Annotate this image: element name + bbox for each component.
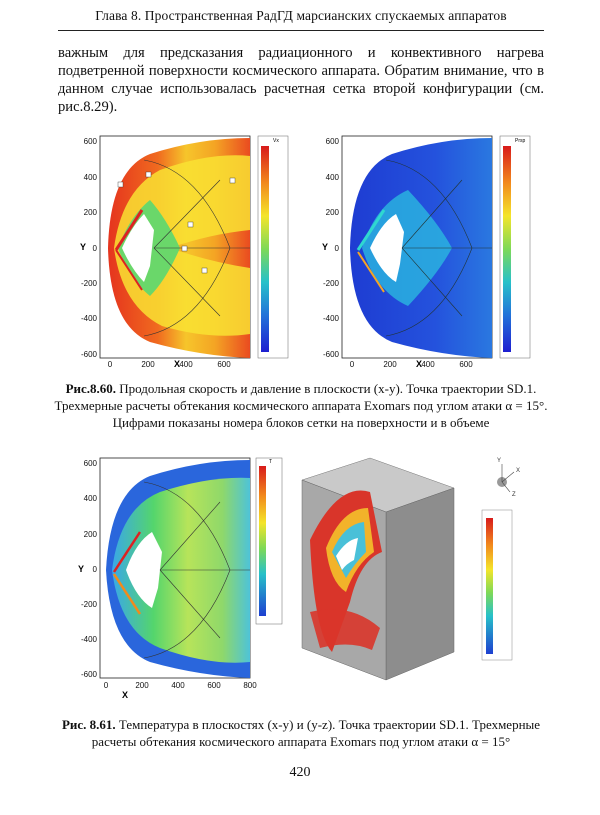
- x-tick: 400: [171, 681, 185, 690]
- vx-legend: Vx: [257, 135, 289, 359]
- y-tick: 600: [326, 137, 340, 146]
- temperature-plot: [99, 457, 251, 679]
- temperature-x-axis-label: X: [122, 690, 128, 700]
- y-tick: -400: [81, 314, 98, 323]
- y-tick: -200: [81, 279, 98, 288]
- pressure-x-axis-label: X: [416, 359, 422, 369]
- legend-title: T: [269, 459, 272, 465]
- legend-title: Vx: [273, 138, 279, 144]
- x-tick: 400: [179, 360, 193, 369]
- isometric-3d-view: Y X Z: [301, 457, 520, 681]
- caption-8-61: Рис. 8.61. Температура в плоскостях (x-y…: [50, 716, 552, 750]
- caption-alpha: α = 15°: [471, 734, 511, 749]
- header-rule: [58, 30, 544, 31]
- x-tick: 0: [104, 681, 109, 690]
- pressure-plot: [341, 135, 493, 359]
- vx-x-axis-label: X: [174, 359, 180, 369]
- x-tick: 800: [243, 681, 257, 690]
- x-tick: 0: [350, 360, 355, 369]
- y-tick: 400: [326, 173, 340, 182]
- y-tick: -200: [81, 600, 98, 609]
- y-tick: 0: [93, 565, 98, 574]
- x-tick: 200: [135, 681, 149, 690]
- caption-text: Продольная скорость и давление в плоскос…: [54, 381, 537, 413]
- vx-x-ticks: 0 200 400 600: [108, 360, 231, 369]
- temperature-y-ticks: 600 400 200 0 -200 -400 -600: [81, 459, 98, 679]
- caption-label: Рис. 8.61.: [61, 717, 116, 732]
- page-number: 420: [289, 765, 311, 780]
- vx-y-axis-label: Y: [80, 242, 86, 252]
- temperature-y-axis-label: Y: [78, 564, 84, 574]
- y-tick: 200: [84, 530, 98, 539]
- body-paragraph: важным для предсказания радиационного и …: [58, 45, 544, 115]
- y-tick: 0: [335, 244, 340, 253]
- legend-title: Prsp: [515, 138, 526, 144]
- axis-label: Z: [512, 492, 516, 498]
- axis-label: Y: [497, 458, 501, 464]
- x-tick: 600: [207, 681, 221, 690]
- y-tick: -400: [81, 635, 98, 644]
- y-tick: -600: [81, 670, 98, 679]
- y-tick: 400: [84, 173, 98, 182]
- x-tick: 400: [421, 360, 435, 369]
- y-tick: 600: [84, 459, 98, 468]
- y-tick: 0: [93, 244, 98, 253]
- pressure-y-ticks: 600 400 200 0 -200 -400 -600: [323, 137, 340, 359]
- y-tick: -600: [323, 350, 340, 359]
- y-tick: -200: [323, 279, 340, 288]
- x-tick: 0: [108, 360, 113, 369]
- 3d-legend: [481, 509, 513, 661]
- pressure-legend: Prsp: [499, 135, 531, 359]
- pressure-x-ticks: 0 200 400 600: [350, 360, 473, 369]
- caption-text: Температура в плоскостях (x-y) и (y-z). …: [91, 717, 541, 749]
- caption-tail: . Цифрами показаны номера блоков сетки н…: [112, 398, 548, 430]
- caption-alpha: α = 15°: [505, 398, 545, 413]
- y-tick: -600: [81, 350, 98, 359]
- x-tick: 200: [141, 360, 155, 369]
- pressure-y-axis-label: Y: [322, 242, 328, 252]
- axis-label: X: [516, 468, 520, 474]
- caption-8-60: Рис.8.60. Продольная скорость и давление…: [50, 380, 552, 431]
- x-tick: 200: [383, 360, 397, 369]
- temperature-legend: T: [255, 457, 283, 625]
- running-header: Глава 8. Пространственная РадГД марсианс…: [95, 8, 507, 23]
- axis-triad: Y X Z: [497, 458, 520, 498]
- caption-label: Рис.8.60.: [65, 381, 117, 396]
- figure-8-61: 600 400 200 0 -200 -400 -600 Y 0 200 400…: [78, 457, 520, 700]
- y-tick: -400: [323, 314, 340, 323]
- x-tick: 600: [459, 360, 473, 369]
- y-tick: 200: [326, 208, 340, 217]
- figure-8-60: 600 400 200 0 -200 -400 -600 Y 0 200 400…: [80, 135, 531, 369]
- temperature-x-ticks: 0 200 400 600 800: [104, 681, 257, 690]
- y-tick: 600: [84, 137, 98, 146]
- y-tick: 200: [84, 208, 98, 217]
- x-tick: 600: [217, 360, 231, 369]
- vx-plot: [99, 135, 251, 359]
- y-tick: 400: [84, 494, 98, 503]
- vx-y-ticks: 600 400 200 0 -200 -400 -600: [81, 137, 98, 359]
